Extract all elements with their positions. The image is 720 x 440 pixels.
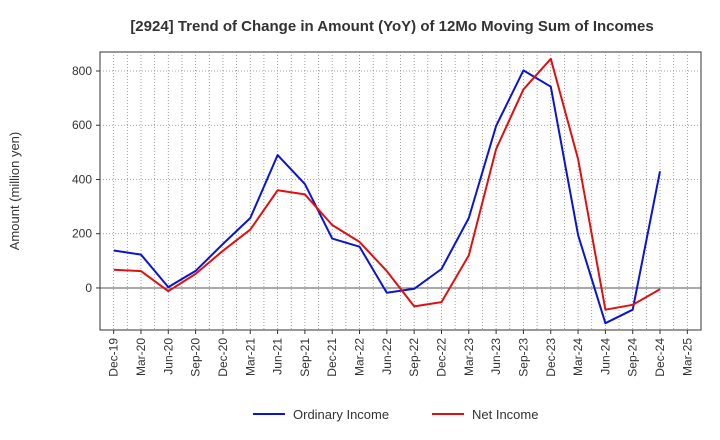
y-tick-label: 400 — [72, 172, 92, 186]
x-tick-label: Sep-21 — [298, 338, 312, 377]
x-tick-label: Dec-22 — [434, 338, 448, 377]
x-tick-label: Mar-23 — [462, 338, 476, 376]
chart-title: [2924] Trend of Change in Amount (YoY) o… — [130, 18, 653, 35]
x-tick-label: Mar-21 — [243, 338, 257, 376]
x-tick-label: Mar-20 — [134, 338, 148, 376]
legend-label: Net Income — [472, 407, 538, 422]
y-tick-label: 200 — [72, 227, 92, 241]
y-tick-label: 600 — [72, 118, 92, 132]
x-tick-label: Mar-22 — [353, 338, 367, 376]
x-tick-label: Sep-20 — [189, 338, 203, 377]
x-tick-label: Mar-24 — [571, 338, 585, 376]
y-axis-ticks: 0 200 400 600 800 — [72, 64, 100, 295]
x-tick-label: Sep-22 — [407, 338, 421, 377]
x-tick-label: Jun-21 — [271, 338, 285, 375]
x-tick-label: Sep-24 — [626, 338, 640, 377]
x-tick-label: Dec-24 — [653, 338, 667, 377]
legend: Ordinary Income Net Income — [253, 407, 538, 422]
x-tick-label: Mar-25 — [680, 338, 694, 376]
x-tick-label: Jun-23 — [489, 338, 503, 375]
y-axis-title: Amount (million yen) — [7, 132, 22, 251]
x-tick-label: Jun-20 — [161, 338, 175, 375]
x-tick-label: Dec-20 — [216, 338, 230, 377]
x-gridlines — [113, 52, 688, 330]
y-tick-label: 0 — [85, 281, 92, 295]
x-tick-label: Dec-19 — [107, 338, 121, 377]
x-axis-ticks: Dec-19 Mar-20 Jun-20 Sep-20 Dec-20 Mar-21 Jun-… — [107, 330, 694, 377]
y-tick-label: 800 — [72, 64, 92, 78]
x-tick-label: Jun-24 — [598, 338, 612, 375]
series-lines — [113, 57, 661, 325]
x-tick-label: Jun-22 — [380, 338, 394, 375]
x-tick-label: Sep-23 — [516, 338, 530, 377]
legend-label: Ordinary Income — [293, 407, 389, 422]
x-tick-label: Dec-21 — [325, 338, 339, 377]
x-tick-label: Dec-23 — [544, 338, 558, 377]
